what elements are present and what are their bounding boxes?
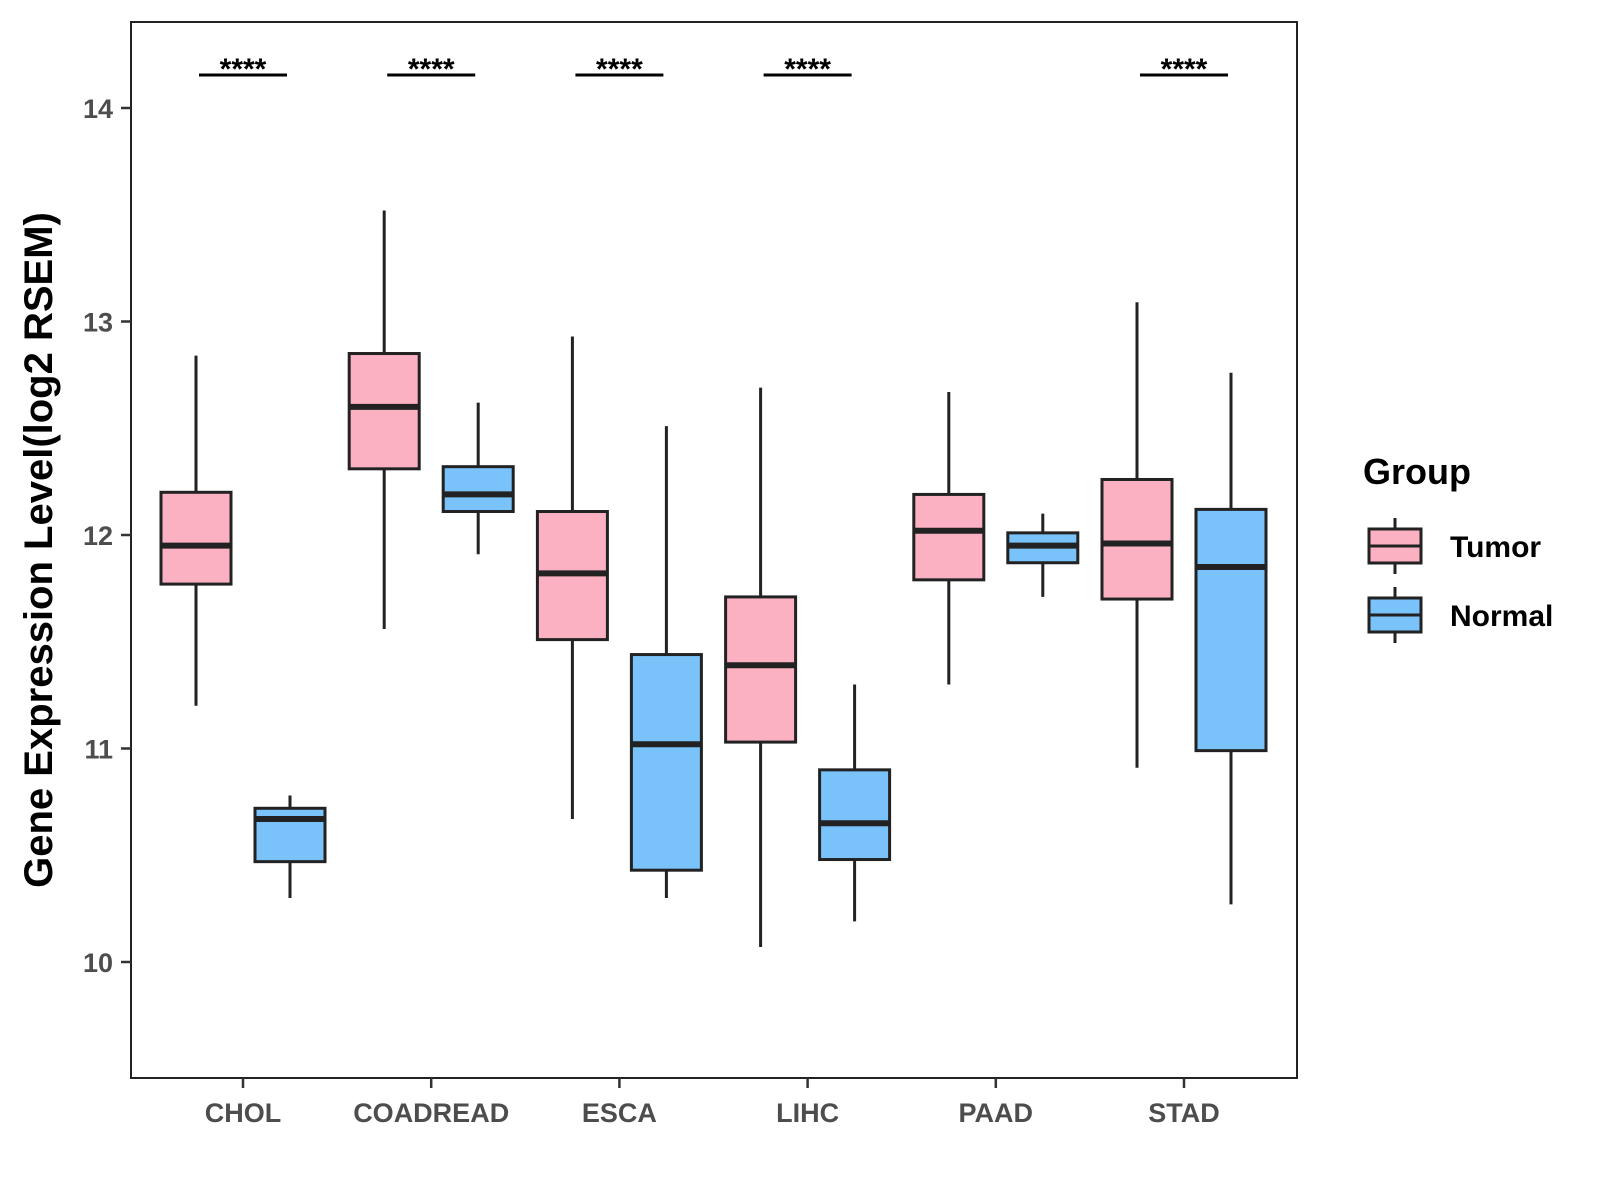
- box-body: [1194, 507, 1268, 753]
- y-tick-label: 10: [83, 948, 113, 978]
- box-body: [724, 595, 798, 744]
- y-axis: 10 11 12 13 14: [83, 94, 131, 978]
- box-body: [818, 768, 892, 862]
- x-tick-label: ESCA: [582, 1098, 657, 1128]
- significance-label: ****: [784, 53, 831, 86]
- legend: Group Tumor Normal: [1363, 451, 1553, 643]
- box-body: [1100, 477, 1174, 601]
- x-tick-label: LIHC: [776, 1098, 839, 1128]
- box-tumor-lihc: [724, 387, 798, 948]
- legend-title: Group: [1363, 451, 1471, 492]
- x-tick-label: COADREAD: [353, 1098, 509, 1128]
- significance-label: ****: [220, 53, 267, 86]
- y-tick-label: 13: [83, 308, 113, 338]
- significance-label: ****: [1161, 53, 1208, 86]
- y-tick-label: 11: [84, 735, 113, 765]
- plot-area: [159, 210, 1268, 948]
- significance-label: ****: [408, 53, 455, 86]
- box-tumor-esca: [535, 336, 609, 819]
- box-normal-chol: [253, 795, 327, 898]
- significance-annotations: **** **** **** **** ****: [199, 53, 1228, 86]
- box-normal-lihc: [818, 684, 892, 922]
- legend-label: Tumor: [1450, 531, 1541, 564]
- y-tick-label: 14: [83, 94, 113, 124]
- y-axis-title: Gene Expression Level(log2 RSEM): [17, 212, 61, 888]
- box-body: [347, 352, 421, 471]
- x-tick-label: CHOL: [205, 1098, 282, 1128]
- legend-item-tumor: Tumor: [1367, 518, 1541, 574]
- box-body: [159, 490, 233, 586]
- box-tumor-chol: [159, 355, 233, 706]
- box-normal-paad: [1006, 513, 1080, 597]
- x-axis: CHOL COADREAD ESCA LIHC PAAD STAD: [205, 1078, 1220, 1128]
- box-body: [912, 492, 986, 582]
- box-tumor-paad: [912, 391, 986, 685]
- panel-border: [130, 21, 1298, 1079]
- box-normal-coadread: [441, 402, 515, 555]
- x-tick-label: STAD: [1148, 1098, 1220, 1128]
- box-tumor-stad: [1100, 302, 1174, 768]
- box-body: [441, 465, 515, 514]
- y-tick-label: 12: [83, 521, 113, 551]
- x-tick-label: PAAD: [959, 1098, 1034, 1128]
- box-normal-stad: [1194, 372, 1268, 905]
- box-normal-esca: [629, 426, 703, 898]
- box-body: [629, 653, 703, 872]
- box-tumor-coadread: [347, 210, 421, 629]
- significance-label: ****: [596, 53, 643, 86]
- legend-label: Normal: [1450, 600, 1553, 633]
- legend-item-normal: Normal: [1367, 587, 1553, 643]
